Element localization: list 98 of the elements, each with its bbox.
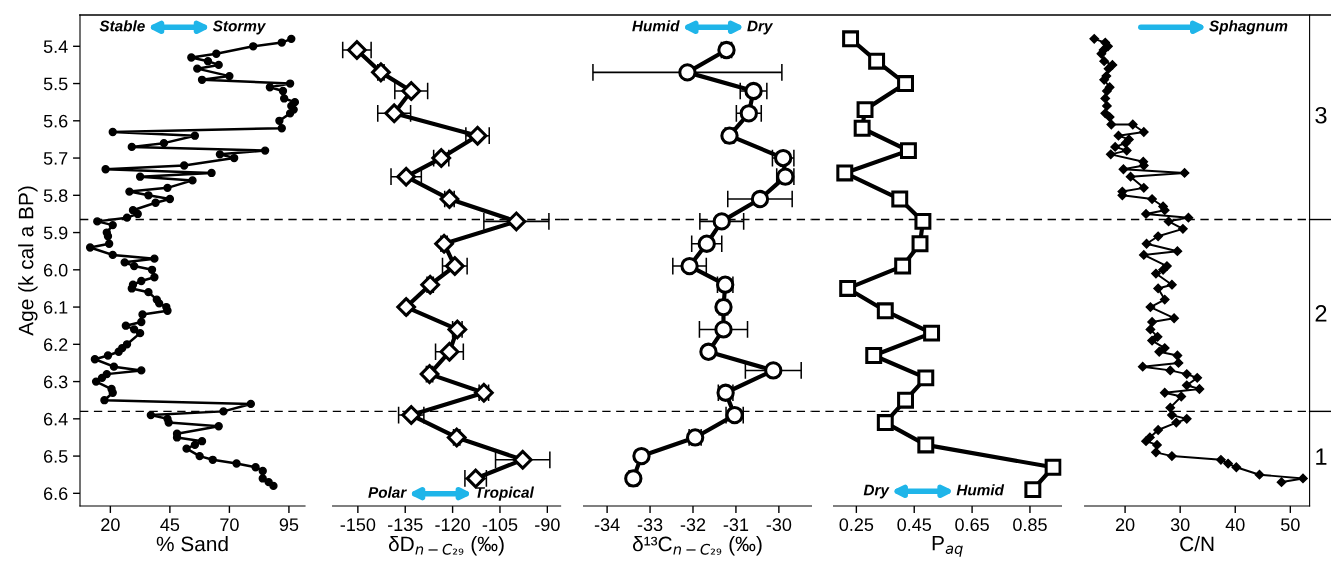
y-axis-title: Age (k cal a BP) <box>18 186 38 336</box>
y-tick-label: 5.7 <box>43 152 68 165</box>
y-tick-label: 5.6 <box>43 114 68 128</box>
y-tick-label: 6.5 <box>44 450 68 463</box>
y-tick-label: 6.2 <box>44 338 68 352</box>
annotation: Dry <box>863 484 890 499</box>
x-tick-label: -150 <box>340 518 376 532</box>
point <box>764 361 783 380</box>
x-tick-label: -135 <box>387 518 423 532</box>
y-tick-label: 6.3 <box>44 375 68 389</box>
x-tick-label: 0.85 <box>1013 518 1047 532</box>
x-axis-title: P$_{aq}$ <box>932 536 963 557</box>
point <box>420 274 441 295</box>
point <box>897 391 915 409</box>
annotation: Tropical <box>475 486 535 501</box>
point <box>473 382 494 403</box>
point <box>739 104 758 123</box>
x-tick-label: 20 <box>1115 518 1135 532</box>
y-tick-label: 6.0 <box>44 263 68 277</box>
x-tick-label: -33 <box>637 518 663 532</box>
x-tick-label: -105 <box>482 518 518 532</box>
y-tick-label: 6.4 <box>44 412 68 426</box>
point <box>750 189 770 209</box>
annotation: Humid <box>632 20 680 32</box>
x-tick-label: -120 <box>435 518 470 532</box>
point <box>714 320 733 339</box>
text: 3 <box>1315 106 1327 124</box>
x-tick-label: 95 <box>279 518 299 532</box>
point <box>697 234 716 253</box>
x-tick-label: -90 <box>535 518 560 532</box>
x-tick-label: 0.25 <box>839 518 874 532</box>
point <box>439 189 460 209</box>
point <box>856 101 874 119</box>
point <box>712 212 731 231</box>
x-tick-label: 70 <box>220 518 239 532</box>
point <box>876 302 894 320</box>
point <box>396 166 417 187</box>
x-tick-label: 0.45 <box>897 518 932 532</box>
y-tick-label: 5.5 <box>43 77 68 91</box>
point <box>401 405 422 425</box>
point <box>384 103 405 124</box>
annotation: Stable <box>99 20 145 32</box>
point <box>923 324 941 342</box>
point <box>744 81 763 101</box>
point <box>1044 458 1062 476</box>
x-tick-label: -32 <box>680 518 706 532</box>
text: 2 <box>1315 305 1327 322</box>
x-tick-label: -30 <box>766 518 792 532</box>
point <box>868 52 886 70</box>
x-tick-label: 30 <box>1170 518 1190 532</box>
annotation: Stormy <box>212 20 267 35</box>
point <box>836 164 854 182</box>
point <box>853 119 871 137</box>
point <box>699 342 718 361</box>
x-tick-label: 50 <box>1281 518 1300 532</box>
annotation: Dry <box>747 20 774 35</box>
point <box>839 279 857 297</box>
point <box>899 142 917 160</box>
point <box>914 212 932 230</box>
x-axis-title: C/N <box>1180 536 1214 552</box>
x-tick-label: 0.65 <box>955 518 989 532</box>
point <box>512 449 533 470</box>
point <box>891 190 909 208</box>
annotation: Sphagnum <box>1209 20 1288 35</box>
point <box>447 319 468 340</box>
point <box>897 75 915 93</box>
x-axis-title: % Sand <box>156 536 228 552</box>
y-tick-label: 5.9 <box>43 226 68 240</box>
y-tick-label: 5.4 <box>43 40 68 54</box>
point <box>371 62 391 83</box>
point <box>1024 481 1042 499</box>
point <box>506 211 527 232</box>
y-tick-label: 6.1 <box>44 301 68 314</box>
point <box>842 30 860 48</box>
x-tick-label: -31 <box>723 518 749 532</box>
point <box>876 414 894 432</box>
point <box>917 436 935 454</box>
point <box>894 257 912 275</box>
x-tick-label: 45 <box>160 518 180 532</box>
point <box>917 369 935 387</box>
point <box>911 235 929 253</box>
point <box>632 446 651 466</box>
point <box>347 40 367 60</box>
x-axis-title: δD$_{n−C₂₉}$ (‰) <box>388 536 504 556</box>
point <box>680 256 699 276</box>
point <box>865 347 883 364</box>
annotation: Polar <box>368 486 407 498</box>
y-tick-label: 5.8 <box>43 189 68 203</box>
x-axis-title: δ¹³C$_{n−C₂₉}$ (‰) <box>632 536 762 556</box>
point <box>401 81 422 101</box>
x-tick-label: 40 <box>1225 518 1245 532</box>
point <box>678 63 697 82</box>
point <box>439 341 460 362</box>
annotation: Humid <box>956 484 1005 496</box>
x-tick-label: 20 <box>101 518 120 532</box>
x-tick-label: -34 <box>594 518 620 532</box>
text: 1 <box>1316 448 1327 465</box>
y-tick-label: 6.6 <box>44 487 68 501</box>
